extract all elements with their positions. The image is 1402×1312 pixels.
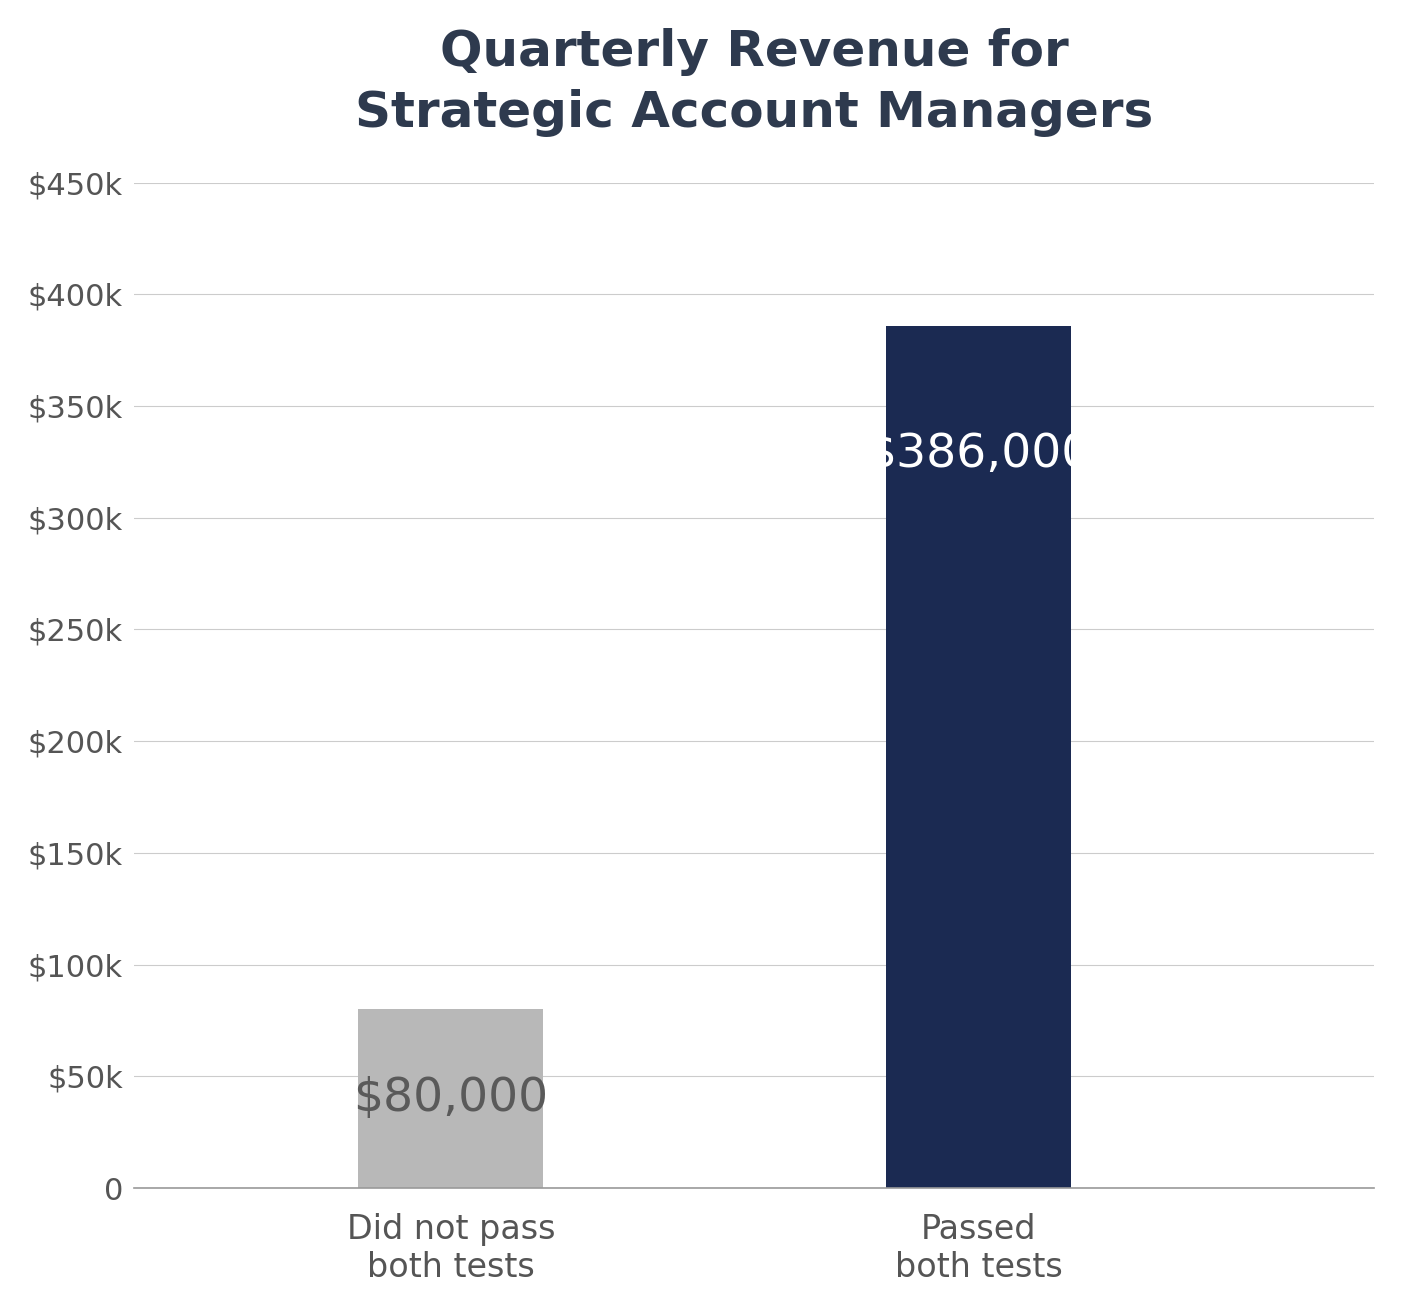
Title: Quarterly Revenue for
Strategic Account Managers: Quarterly Revenue for Strategic Account … bbox=[355, 28, 1154, 136]
Text: $386,000: $386,000 bbox=[866, 433, 1091, 478]
Bar bbox=[359, 1009, 543, 1189]
Text: $80,000: $80,000 bbox=[353, 1076, 548, 1122]
Bar bbox=[886, 325, 1071, 1189]
